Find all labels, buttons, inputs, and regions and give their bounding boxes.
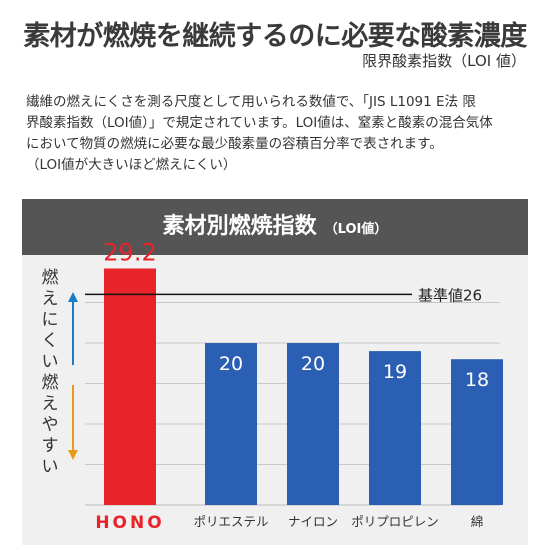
category-label: ナイロン [288, 514, 338, 529]
bars [104, 268, 503, 505]
category-label: ポリプロピレン [351, 514, 439, 529]
data-label: 29.2 [103, 238, 156, 266]
chart-title-suffix: （LOI値） [324, 222, 388, 237]
labels: 29.2 HONO 20 ポリエステル 20 ナイロン 19 ポリプロピレン 18 綿 [95, 238, 489, 533]
chart-title: 素材別燃焼指数 （LOI値） [22, 199, 528, 255]
bar [205, 343, 257, 505]
description-line: （LOI値が大きいほど燃えにくい） [26, 157, 237, 173]
category-label: ポリエステル [193, 514, 268, 529]
reference-line-group: 基準値26 [85, 286, 482, 304]
label-easy-to-burn: 燃 え や す い [38, 373, 62, 478]
chart-header: 素材別燃焼指数 （LOI値） [22, 199, 528, 255]
page-subtitle: 限界酸素指数（LOI 値） [362, 52, 526, 70]
label-char: す [41, 436, 59, 456]
chart-title-text: 素材別燃焼指数 [162, 214, 317, 239]
label-char: に [41, 310, 59, 330]
reference-line-label: 基準値26 [418, 286, 482, 304]
label-char: 燃 [41, 373, 59, 393]
description: 繊維の燃えにくさを測る尺度として用いられる数値で、「JIS L1091 E法 限… [26, 92, 526, 176]
label-char: い [41, 352, 59, 372]
direction-arrows [68, 292, 78, 460]
label-char: く [41, 331, 59, 351]
category-label: 綿 [471, 514, 484, 529]
description-line: 界酸素指数（LOI値）」で規定されています。LOI値は、窒素と酸素の混合気体 [26, 115, 493, 131]
data-label: 20 [301, 353, 325, 375]
bar [451, 359, 503, 505]
category-label-highlight: HONO [95, 513, 164, 533]
description-line: において物質の燃焼に必要な最少酸素量の容積百分率で表されます。 [26, 136, 443, 152]
up-arrowhead-icon [68, 292, 78, 302]
data-label: 20 [219, 353, 243, 375]
label-char: い [41, 457, 59, 477]
label-char: え [41, 394, 59, 414]
label-hard-to-burn: 燃 え に く い [38, 268, 62, 373]
bar [369, 351, 421, 505]
data-label: 18 [465, 369, 489, 391]
label-char: や [41, 415, 59, 435]
data-label: 19 [383, 361, 407, 383]
label-char: え [41, 289, 59, 309]
down-arrowhead-icon [68, 450, 78, 460]
label-char: 燃 [41, 268, 59, 288]
description-line: 繊維の燃えにくさを測る尺度として用いられる数値で、「JIS L1091 E法 限 [26, 94, 476, 110]
bar [287, 343, 339, 505]
page-title: 素材が燃焼を継続するのに必要な酸素濃度 [23, 21, 527, 52]
bar [104, 268, 156, 505]
